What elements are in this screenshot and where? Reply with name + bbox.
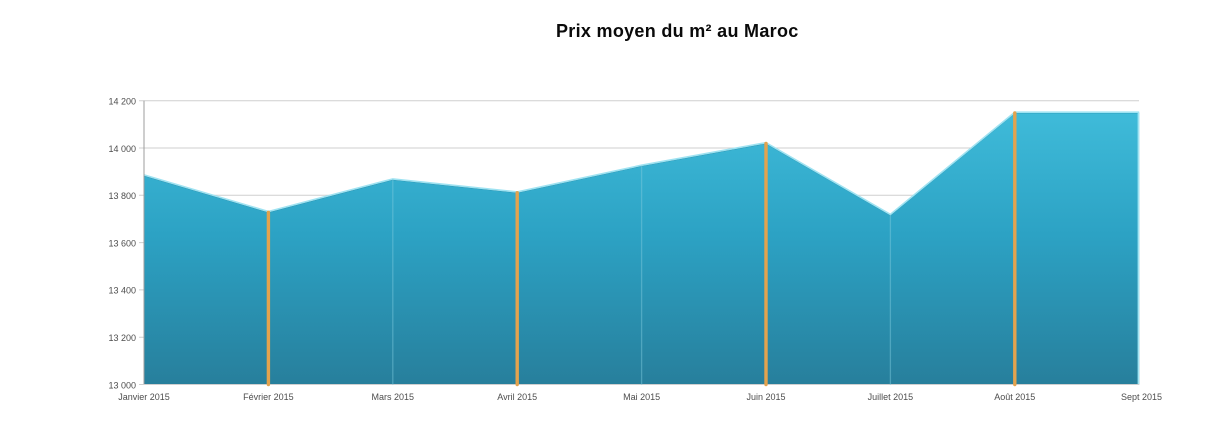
svg-text:13 800: 13 800 <box>108 191 136 201</box>
svg-text:13 400: 13 400 <box>108 286 136 296</box>
svg-text:Juillet 2015: Juillet 2015 <box>868 392 914 402</box>
svg-text:Juin 2015: Juin 2015 <box>746 392 785 402</box>
svg-text:13 200: 13 200 <box>108 333 136 343</box>
svg-text:13 600: 13 600 <box>108 238 136 248</box>
svg-text:Mai 2015: Mai 2015 <box>623 392 660 402</box>
svg-text:Mars 2015: Mars 2015 <box>372 392 415 402</box>
svg-text:Janvier 2015: Janvier 2015 <box>118 392 170 402</box>
svg-text:Sept 2015: Sept 2015 <box>1121 392 1162 402</box>
svg-text:14 000: 14 000 <box>108 144 136 154</box>
svg-text:13 000: 13 000 <box>108 380 136 390</box>
svg-text:14 200: 14 200 <box>108 97 136 107</box>
svg-text:Février 2015: Février 2015 <box>243 392 294 402</box>
svg-text:Avril 2015: Avril 2015 <box>497 392 537 402</box>
svg-text:Août 2015: Août 2015 <box>994 392 1035 402</box>
